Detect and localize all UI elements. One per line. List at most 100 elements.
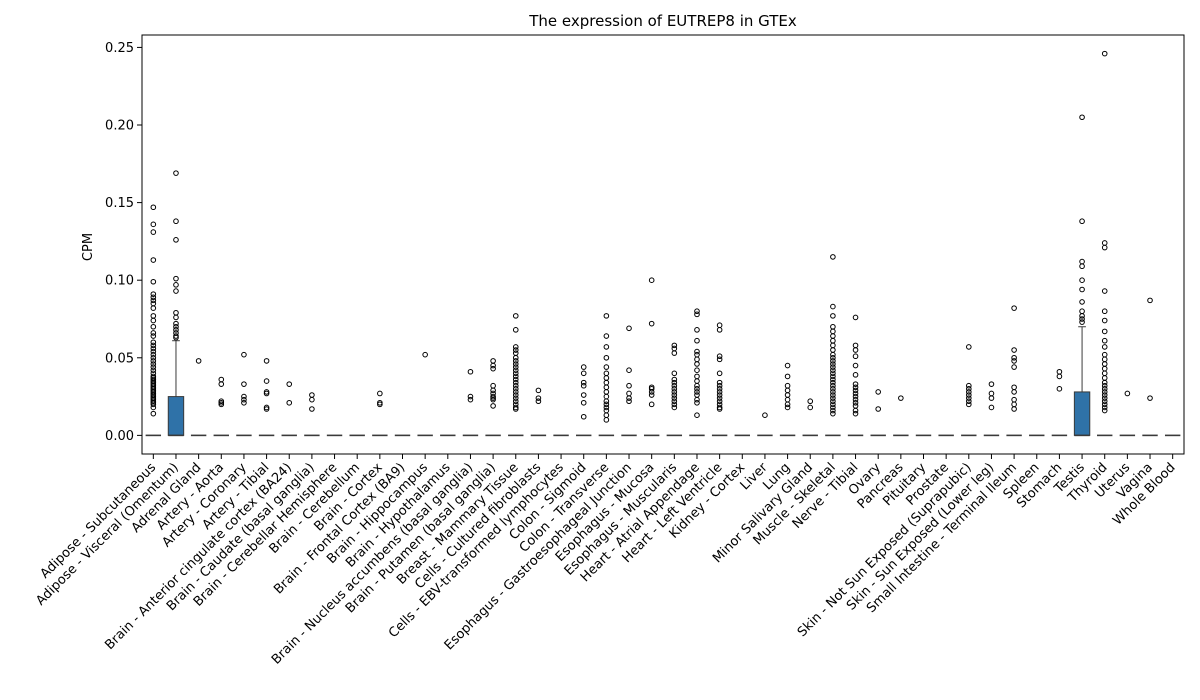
outlier-point bbox=[1079, 308, 1085, 315]
box-group bbox=[462, 368, 479, 437]
outlier-point bbox=[490, 403, 496, 409]
outlier-point bbox=[309, 406, 315, 412]
outlier-point bbox=[648, 389, 655, 395]
outlier-point bbox=[694, 373, 700, 380]
outlier-point bbox=[852, 342, 859, 349]
outlier-point bbox=[150, 348, 157, 355]
outlier-point bbox=[988, 404, 995, 411]
outlier-point bbox=[1011, 389, 1017, 395]
outlier-point bbox=[150, 339, 157, 346]
outlier-point bbox=[218, 381, 225, 387]
box-group bbox=[983, 381, 1000, 437]
outlier-point bbox=[490, 396, 496, 403]
outlier-point bbox=[1101, 370, 1108, 377]
outlier-point bbox=[830, 323, 836, 330]
y-tick-label: 0.00 bbox=[105, 429, 134, 444]
outlier-point bbox=[309, 392, 315, 398]
outlier-point bbox=[173, 275, 179, 282]
outlier-point bbox=[377, 390, 383, 397]
outlier-point bbox=[173, 309, 179, 316]
outlier-point bbox=[241, 396, 247, 403]
outlier-point bbox=[512, 379, 519, 386]
outlier-point bbox=[512, 386, 519, 392]
chart-title: The expression of EUTREP8 in GTEx bbox=[528, 12, 797, 30]
outlier-point bbox=[830, 342, 836, 349]
outlier-point bbox=[966, 398, 972, 405]
outlier-point bbox=[1101, 244, 1108, 251]
outlier-point bbox=[512, 406, 519, 412]
outlier-point bbox=[150, 354, 157, 361]
outlier-point bbox=[671, 345, 678, 352]
outlier-point bbox=[377, 401, 383, 408]
outlier-point bbox=[694, 389, 700, 395]
outlier-point bbox=[512, 327, 519, 333]
outlier-point bbox=[830, 407, 836, 414]
outlier-point bbox=[830, 254, 836, 260]
outlier-point bbox=[150, 401, 157, 408]
outlier-point bbox=[150, 291, 157, 297]
outlier-point bbox=[580, 392, 587, 398]
outlier-point bbox=[648, 386, 655, 392]
box-group bbox=[689, 308, 705, 437]
outlier-point bbox=[1101, 365, 1108, 372]
outlier-point bbox=[671, 376, 678, 383]
outlier-point bbox=[512, 358, 519, 364]
box bbox=[1073, 391, 1091, 436]
outlier-point bbox=[626, 367, 632, 374]
outlier-point bbox=[263, 358, 270, 364]
outlier-point bbox=[150, 345, 157, 352]
y-tick-label: 0.15 bbox=[105, 196, 134, 211]
outlier-point bbox=[150, 305, 157, 311]
outlier-point bbox=[648, 277, 655, 283]
outlier-point bbox=[603, 389, 610, 395]
outlier-point bbox=[1011, 401, 1017, 408]
outlier-point bbox=[490, 358, 496, 364]
outlier-point bbox=[784, 401, 791, 408]
outlier-point bbox=[716, 386, 723, 392]
outlier-point bbox=[694, 337, 700, 344]
box-group bbox=[1142, 297, 1158, 437]
outlier-point bbox=[1011, 396, 1017, 403]
outlier-point bbox=[966, 401, 972, 408]
outlier-point bbox=[852, 396, 859, 403]
outlier-point bbox=[1101, 328, 1108, 335]
outlier-point bbox=[512, 347, 519, 353]
outlier-point bbox=[830, 404, 836, 411]
outlier-point bbox=[1101, 288, 1108, 294]
outlier-point bbox=[1101, 398, 1108, 405]
outlier-point bbox=[1079, 299, 1085, 305]
outlier-point bbox=[648, 320, 655, 327]
outlier-point bbox=[467, 396, 474, 403]
outlier-point bbox=[490, 362, 496, 369]
outlier-point bbox=[263, 406, 270, 412]
outlier-point bbox=[1079, 316, 1085, 322]
outlier-point bbox=[241, 393, 247, 400]
outlier-point bbox=[603, 344, 610, 350]
outlier-point bbox=[671, 379, 678, 386]
outlier-point bbox=[580, 399, 587, 406]
box-group bbox=[417, 351, 433, 437]
box-group bbox=[281, 381, 297, 437]
outlier-point bbox=[875, 406, 881, 412]
outlier-point bbox=[1101, 395, 1108, 401]
outlier-point bbox=[1056, 368, 1063, 375]
outlier-point bbox=[807, 398, 814, 405]
outlier-point bbox=[694, 351, 700, 358]
outlier-point bbox=[490, 365, 496, 372]
outlier-point bbox=[1101, 386, 1108, 392]
outlier-point bbox=[830, 364, 836, 370]
outlier-point bbox=[603, 404, 610, 411]
outlier-point bbox=[603, 401, 610, 408]
outlier-point bbox=[716, 353, 723, 360]
outlier-point bbox=[852, 399, 859, 406]
outlier-point bbox=[1101, 392, 1108, 398]
outlier-point bbox=[150, 278, 157, 285]
box-group bbox=[258, 358, 275, 437]
outlier-point bbox=[648, 392, 655, 398]
outlier-point bbox=[694, 348, 700, 355]
box-group bbox=[1073, 114, 1091, 437]
outlier-point bbox=[716, 322, 723, 328]
outlier-point bbox=[603, 412, 610, 419]
outlier-point bbox=[852, 384, 859, 391]
y-tick-label: 0.05 bbox=[105, 351, 134, 366]
